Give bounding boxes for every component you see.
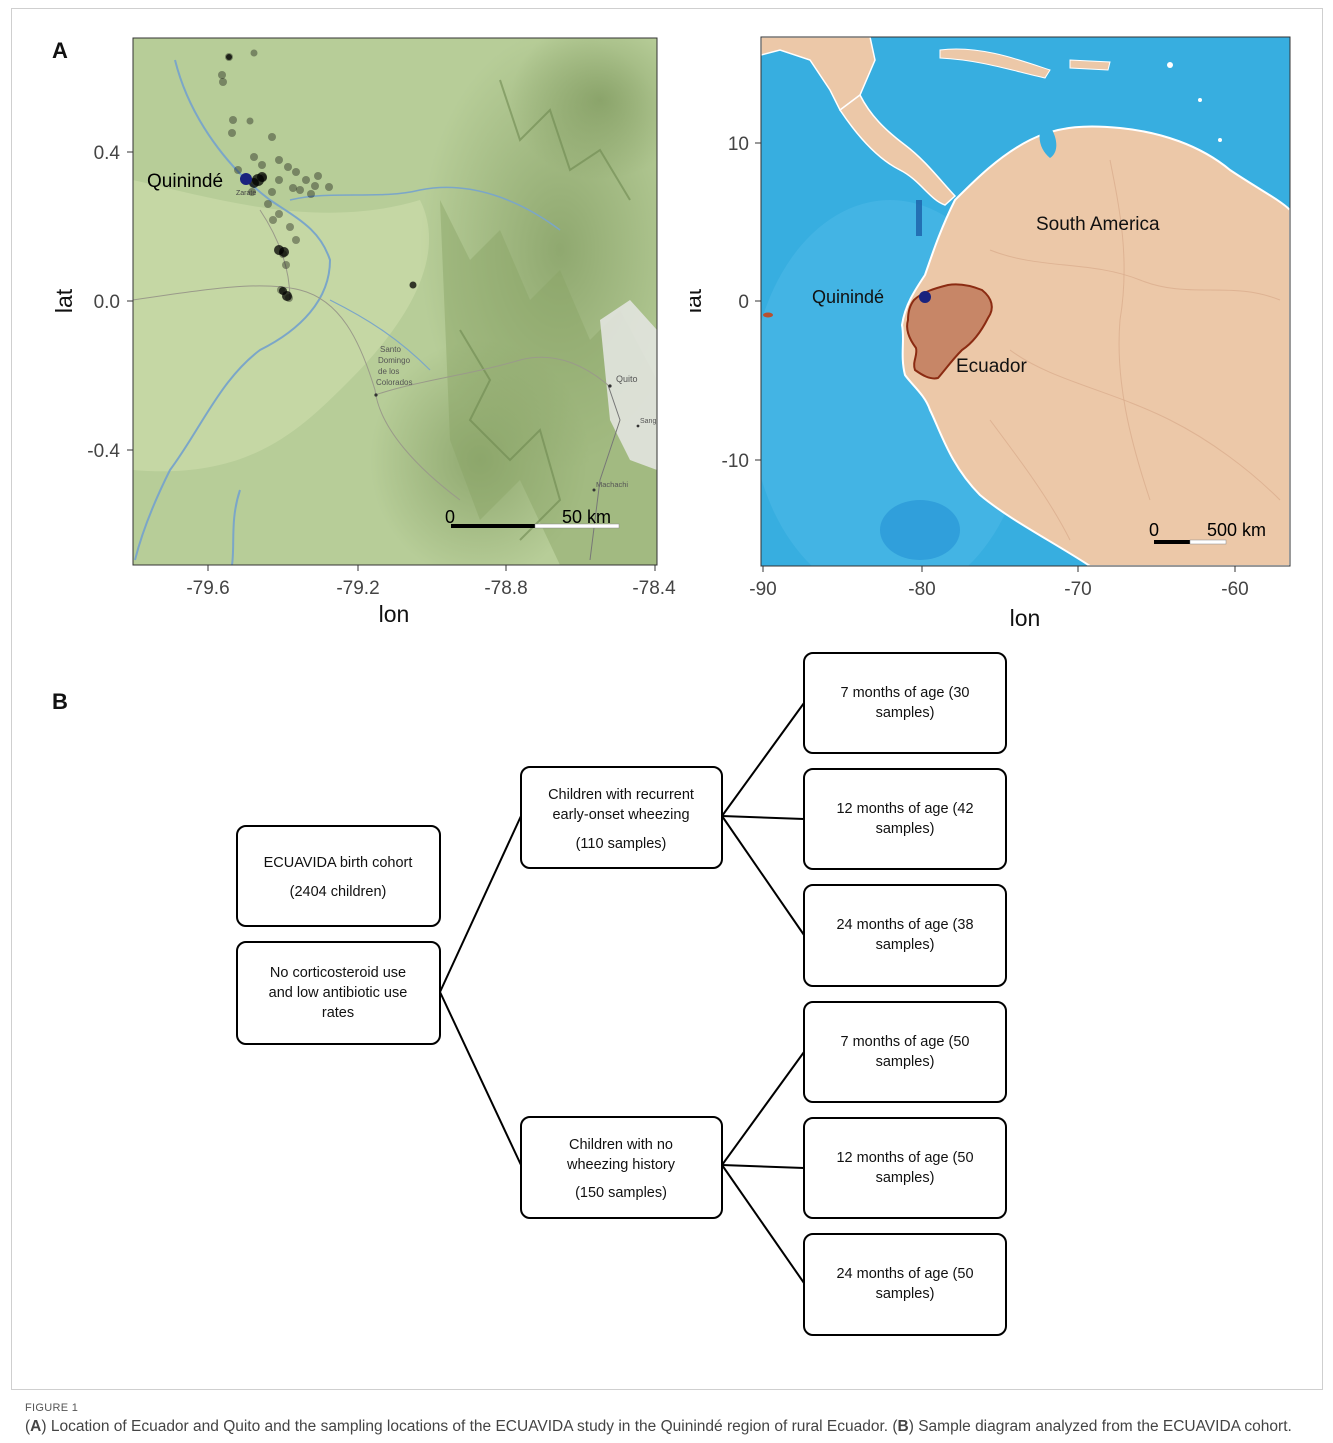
scalebar-black <box>1154 540 1190 544</box>
x-tick: -70 <box>1064 579 1091 600</box>
x-axis-label: lon <box>1010 605 1041 631</box>
nowheeze-line2: wheezing history <box>566 1157 676 1173</box>
criteria-box <box>236 941 441 1045</box>
place-santo-domingo-1: Santo <box>380 345 401 354</box>
south-america-land <box>900 125 1290 566</box>
nowheeze-line3: (150 samples) <box>575 1185 667 1201</box>
caption-text-1: ) Location of Ecuador and Quito and the … <box>41 1418 898 1435</box>
criteria-line1: No corticosteroid use <box>270 965 406 981</box>
n12-line1: 12 months of age (50 <box>836 1150 973 1166</box>
n24-line2: samples) <box>876 1286 935 1302</box>
x-tick: -60 <box>1221 579 1248 600</box>
wheeze-12m-box <box>803 768 1007 870</box>
n24-line1: 24 months of age (50 <box>836 1266 973 1282</box>
wheeze-7m-box <box>803 652 1007 754</box>
quininde-label: Quinindé <box>147 171 223 192</box>
nowheeze-12m-box <box>803 1117 1007 1219</box>
nowheeze-box <box>520 1116 723 1219</box>
w24-line1: 24 months of age (38 <box>836 917 973 933</box>
figure-label: FIGURE 1 <box>25 1402 79 1414</box>
wheeze-box <box>520 766 723 869</box>
y-tick: 0.0 <box>94 292 120 313</box>
y-tick: -10 <box>722 451 749 472</box>
w12-line2: samples) <box>876 821 935 837</box>
svg-text:de los: de los <box>378 367 399 376</box>
x-tick: -78.4 <box>632 578 676 599</box>
nowheeze-7m-box <box>803 1001 1007 1103</box>
svg-text:Colorados: Colorados <box>376 378 412 387</box>
nowheeze-24m-box <box>803 1233 1007 1336</box>
place-machachi: Machachi <box>596 480 628 489</box>
criteria-line3: rates <box>322 1005 354 1021</box>
scalebar-end: 50 km <box>562 507 611 527</box>
sample-diagram: ECUAVIDA birth cohort (2404 children) No… <box>236 652 1007 1336</box>
right-map: 0 500 km South America Quinindé Ecuador … <box>690 36 1291 631</box>
n7-line2: samples) <box>876 1054 935 1070</box>
left-map: Zarate Santo Domingo de los Colorados Qu… <box>51 37 676 627</box>
quininde-dot <box>919 291 931 303</box>
scalebar-end: 500 km <box>1207 520 1266 540</box>
figure-caption: (A) Location of Ecuador and Quito and th… <box>25 1418 1292 1435</box>
wheeze-24m-box <box>803 884 1007 987</box>
cohort-line2: (2404 children) <box>290 884 387 900</box>
y-tick: 10 <box>728 134 749 155</box>
wheeze-line2: early-onset wheezing <box>552 807 689 823</box>
x-tick: -80 <box>908 579 935 600</box>
nowheeze-line1: Children with no <box>569 1137 673 1153</box>
panel-label-b: B <box>52 689 68 714</box>
x-tick: -79.6 <box>186 578 229 599</box>
place-quito: Quito <box>616 374 638 384</box>
caption-a: A <box>30 1418 42 1435</box>
w24-line2: samples) <box>876 937 935 953</box>
scalebar-white <box>534 523 620 529</box>
label-ecuador: Ecuador <box>956 356 1027 377</box>
y-tick: 0 <box>738 292 749 313</box>
w12-line1: 12 months of age (42 <box>836 801 973 817</box>
scalebar-white <box>1189 539 1227 545</box>
w7-line2: samples) <box>876 705 935 721</box>
y-axis-label: lat <box>690 288 706 313</box>
scalebar-start: 0 <box>445 507 455 527</box>
x-tick: -78.8 <box>484 578 527 599</box>
quininde-marker <box>240 173 252 185</box>
svg-text:Domingo: Domingo <box>378 356 411 365</box>
x-tick: -90 <box>749 579 776 600</box>
x-tick: -79.2 <box>336 578 379 599</box>
n12-line2: samples) <box>876 1170 935 1186</box>
panel-label-a: A <box>52 38 68 63</box>
wheeze-line3: (110 samples) <box>576 836 667 852</box>
y-axis-label: lat <box>51 288 77 313</box>
x-axis-label: lon <box>379 601 410 627</box>
cohort-line1: ECUAVIDA birth cohort <box>264 855 413 871</box>
caption-text-2: ) Sample diagram analyzed from the ECUAV… <box>908 1418 1292 1435</box>
w7-line1: 7 months of age (30 <box>841 685 970 701</box>
connector-lines <box>439 702 805 1284</box>
place-zarate: Zarate <box>236 190 256 197</box>
scalebar-black <box>451 524 535 528</box>
label-quininde: Quinindé <box>812 287 884 307</box>
caption-b: B <box>897 1418 909 1435</box>
place-sang: Sang <box>640 418 656 425</box>
ecuador-region <box>906 283 993 380</box>
label-south-america: South America <box>1036 214 1160 235</box>
figure-frame <box>11 8 1323 1390</box>
cohort-box <box>236 825 441 927</box>
y-tick: 0.4 <box>94 143 121 164</box>
n7-line1: 7 months of age (50 <box>841 1034 970 1050</box>
criteria-line2: and low antibiotic use <box>269 985 408 1001</box>
wheeze-line1: Children with recurrent <box>548 787 694 803</box>
scalebar-start: 0 <box>1149 520 1159 540</box>
y-tick: -0.4 <box>87 441 120 462</box>
